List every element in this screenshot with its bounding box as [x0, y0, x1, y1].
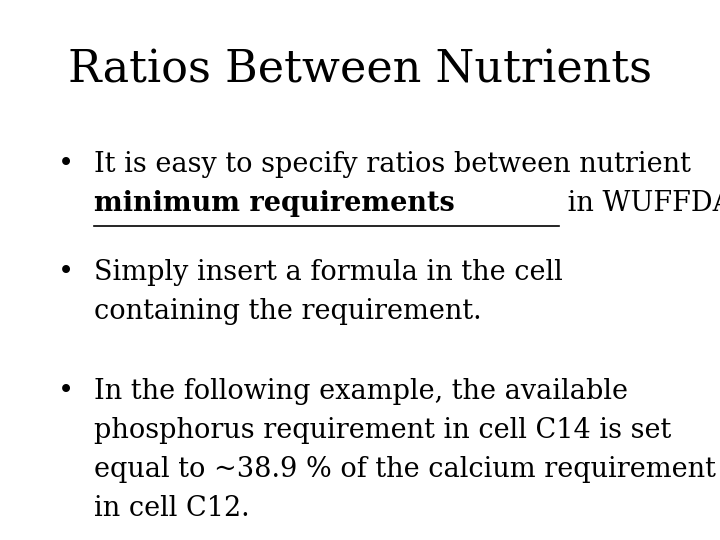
Text: In the following example, the available: In the following example, the available [94, 378, 628, 405]
Text: in cell C12.: in cell C12. [94, 495, 249, 522]
Text: •: • [58, 259, 73, 286]
Text: in WUFFDA.: in WUFFDA. [559, 190, 720, 217]
Text: •: • [58, 151, 73, 178]
Text: Ratios Between Nutrients: Ratios Between Nutrients [68, 49, 652, 92]
Text: equal to ~38.9 % of the calcium requirement: equal to ~38.9 % of the calcium requirem… [94, 456, 716, 483]
Text: •: • [58, 378, 73, 405]
Text: It is easy to specify ratios between nutrient: It is easy to specify ratios between nut… [94, 151, 690, 178]
Text: minimum requirements: minimum requirements [94, 190, 454, 217]
Text: Simply insert a formula in the cell: Simply insert a formula in the cell [94, 259, 562, 286]
Text: containing the requirement.: containing the requirement. [94, 298, 481, 325]
Text: phosphorus requirement in cell C14 is set: phosphorus requirement in cell C14 is se… [94, 417, 671, 444]
